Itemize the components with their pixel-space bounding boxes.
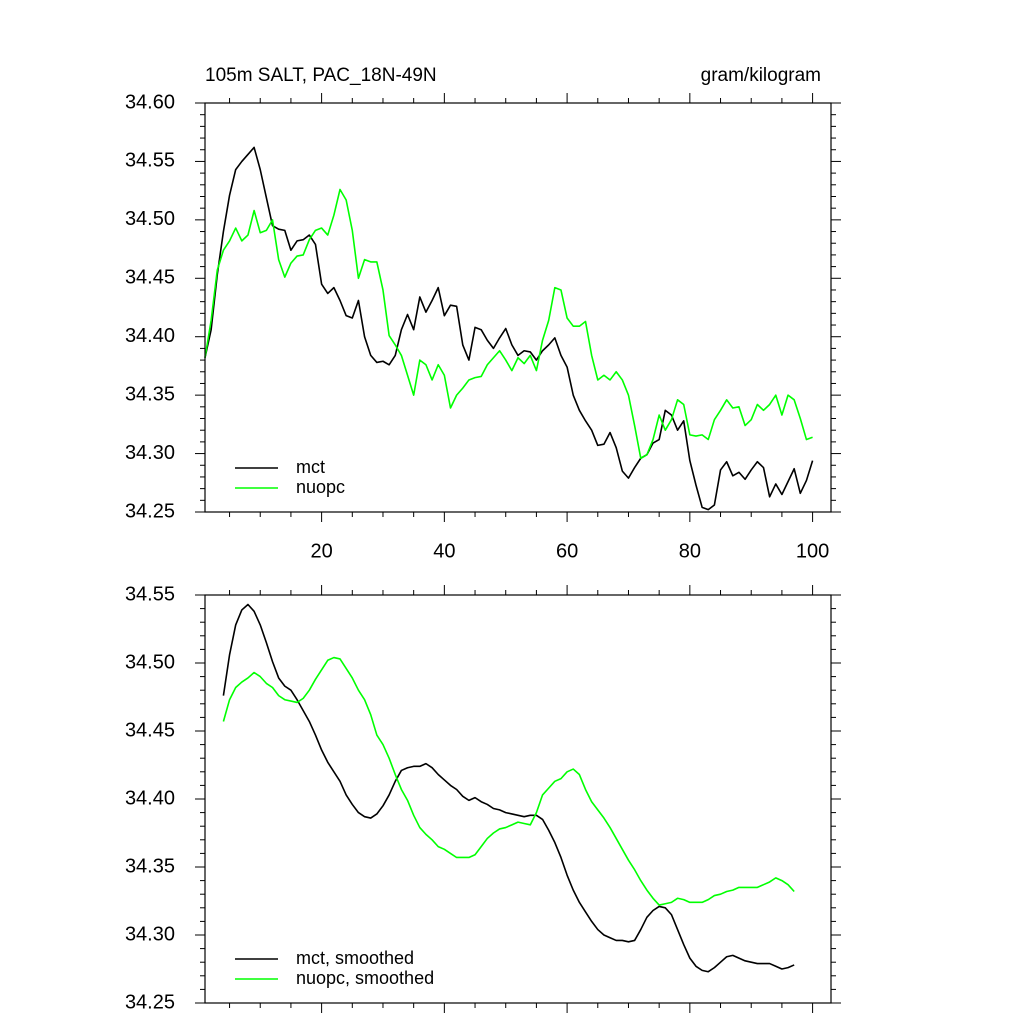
legend-label: nuopc <box>296 477 345 497</box>
x-tick-label: 20 <box>310 540 332 562</box>
legend-label: mct <box>296 457 325 477</box>
y-tick-label: 34.50 <box>125 651 175 673</box>
y-tick-label: 34.55 <box>125 583 175 605</box>
series-line <box>222 603 795 973</box>
plot-frame <box>204 102 832 513</box>
y-tick-label: 34.35 <box>125 383 175 405</box>
y-tick-label: 34.55 <box>125 150 175 172</box>
legend-label: mct, smoothed <box>296 948 414 968</box>
y-tick-label: 34.45 <box>125 267 175 289</box>
series-line <box>204 146 814 511</box>
y-tick-label: 34.25 <box>125 500 175 522</box>
series-line <box>204 188 813 460</box>
units-label: gram/kilogram <box>701 65 821 86</box>
y-tick-label: 34.45 <box>125 719 175 741</box>
y-tick-label: 34.25 <box>125 991 175 1013</box>
y-tick-label: 34.30 <box>125 442 175 464</box>
chart-title: 105m SALT, PAC_18N-49N <box>205 65 437 86</box>
plot-frame <box>204 594 832 1004</box>
y-tick-label: 34.60 <box>125 91 175 113</box>
series-line <box>222 656 795 906</box>
y-tick-label: 34.40 <box>125 325 175 347</box>
x-tick-label: 40 <box>433 540 455 562</box>
x-tick-label: 100 <box>796 540 829 562</box>
x-tick-label: 80 <box>679 540 701 562</box>
x-tick-label: 60 <box>556 540 578 562</box>
y-tick-label: 34.40 <box>125 787 175 809</box>
y-tick-label: 34.30 <box>125 923 175 945</box>
legend-label: nuopc, smoothed <box>296 968 434 988</box>
y-tick-label: 34.50 <box>125 208 175 230</box>
y-tick-label: 34.35 <box>125 855 175 877</box>
